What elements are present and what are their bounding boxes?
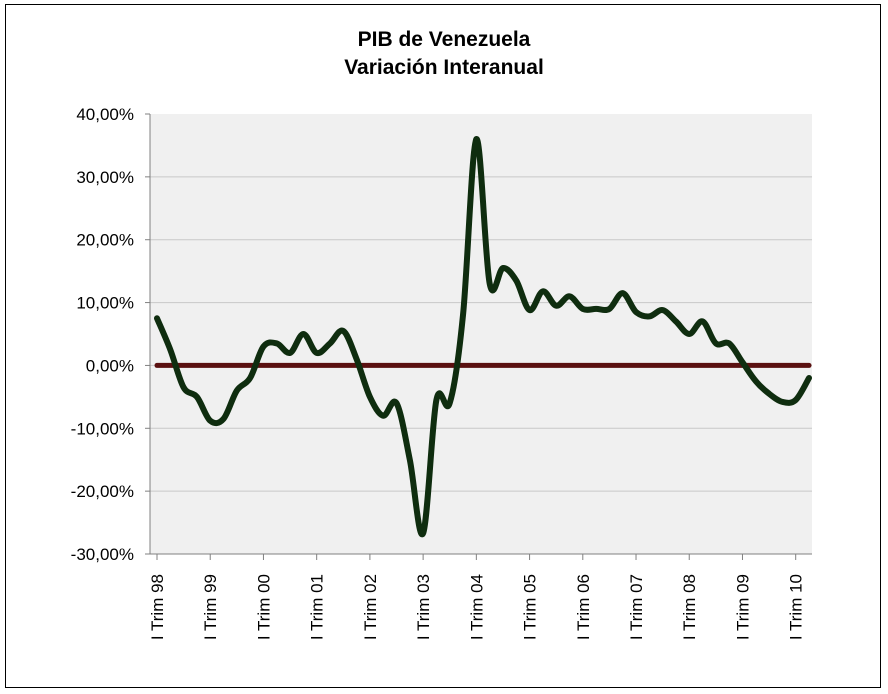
x-tick-label: I Trim 04 bbox=[467, 574, 486, 640]
series-line bbox=[154, 136, 812, 538]
y-tick-label: 0,00% bbox=[86, 356, 134, 375]
x-tick-label: I Trim 02 bbox=[361, 574, 380, 640]
x-tick-label: I Trim 98 bbox=[148, 574, 167, 640]
chart-subtitle: Variación Interanual bbox=[344, 56, 544, 79]
x-tick-label: I Trim 08 bbox=[680, 574, 699, 640]
y-tick-label: 10,00% bbox=[76, 294, 134, 313]
y-tick-label: -20,00% bbox=[71, 482, 134, 501]
x-tick-label: I Trim 05 bbox=[521, 574, 540, 640]
y-tick-label: -30,00% bbox=[71, 545, 134, 564]
x-tick-label: I Trim 09 bbox=[733, 574, 752, 640]
x-tick-label: I Trim 06 bbox=[574, 574, 593, 640]
x-tick-label: I Trim 03 bbox=[414, 574, 433, 640]
x-tick-label: I Trim 07 bbox=[627, 574, 646, 640]
x-tick-label: I Trim 10 bbox=[787, 574, 806, 640]
y-tick-label: 40,00% bbox=[76, 105, 134, 124]
y-tick-label: 20,00% bbox=[76, 231, 134, 250]
x-tick-label: I Trim 99 bbox=[201, 574, 220, 640]
x-tick-label: I Trim 00 bbox=[254, 574, 273, 640]
y-tick-label: -10,00% bbox=[71, 419, 134, 438]
chart-title: PIB de Venezuela bbox=[357, 28, 531, 51]
y-tick-label: 30,00% bbox=[76, 168, 134, 187]
x-tick-label: I Trim 01 bbox=[308, 574, 327, 640]
